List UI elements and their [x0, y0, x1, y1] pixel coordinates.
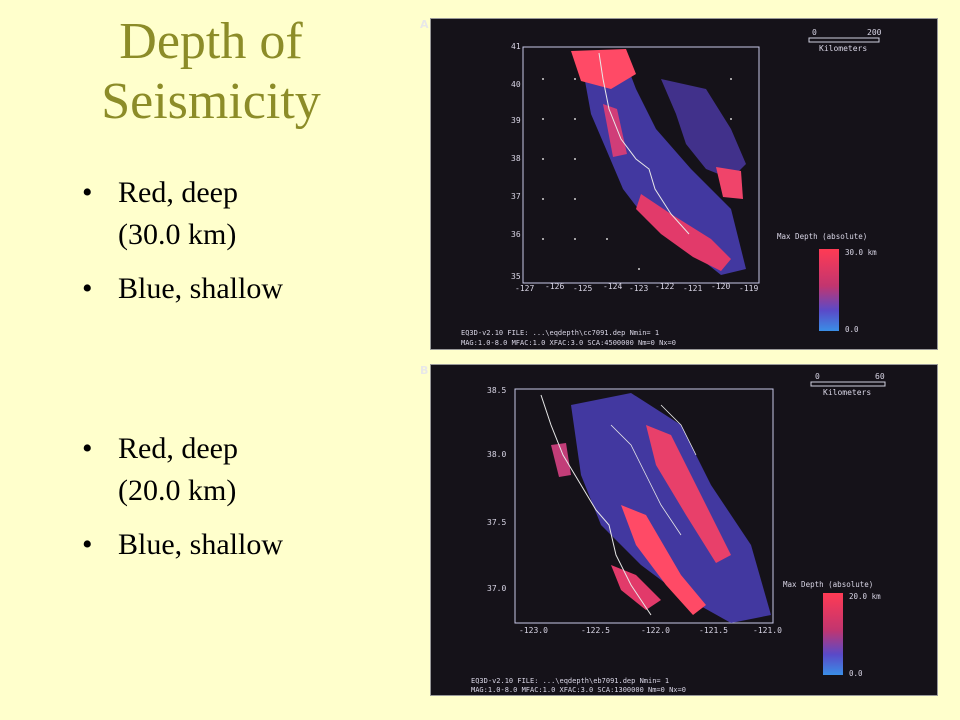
- map-b-deep-zone: [646, 425, 731, 563]
- x-tick-label: -124: [603, 282, 622, 291]
- map-a-deep-zone: [571, 49, 636, 89]
- map-a-grid-dots: [542, 78, 732, 270]
- x-tick-label: -121.5: [699, 626, 728, 635]
- map-a-coastline: [598, 52, 690, 235]
- x-tick-label: -122.0: [641, 626, 670, 635]
- legend-color-bar: [823, 593, 843, 675]
- bullet-text: (20.0 km): [118, 474, 237, 507]
- x-tick-label: -119: [739, 284, 758, 293]
- y-tick-label: 38: [511, 154, 521, 163]
- scale-unit: Kilometers: [823, 388, 871, 397]
- scale-tick: 200: [867, 28, 882, 37]
- title-line-2: Seismicity: [101, 73, 321, 130]
- x-tick-label: -125: [573, 284, 592, 293]
- bullet-text: Blue, shallow: [118, 528, 283, 561]
- x-tick-label: -120: [711, 282, 730, 291]
- map-b-scale-bar: 0 60 Kilometers: [810, 372, 886, 397]
- map-b-coastline: [540, 394, 652, 616]
- bullet-text: (30.0 km): [118, 218, 237, 251]
- y-tick-label: 39: [511, 116, 521, 125]
- bullet-icon: •: [82, 176, 93, 209]
- scale-tick: 0: [815, 372, 820, 381]
- slide-title: Depth of Seismicity: [0, 12, 422, 132]
- seismicity-map-a: 41 40 39 38 37 36 35 -127 -126 -125 -124…: [430, 18, 938, 350]
- panel-a-letter: A: [420, 18, 429, 31]
- y-tick-label: 35: [511, 272, 521, 281]
- x-tick-label: -123.0: [519, 626, 548, 635]
- x-tick-label: -122: [655, 282, 674, 291]
- panel-b-letter: B: [420, 364, 429, 377]
- scale-tick: 0: [812, 28, 817, 37]
- seismicity-map-b: 38.5 38.0 37.5 37.0 -123.0 -122.5 -122.0…: [430, 364, 938, 696]
- map-a-shallow-zone: [581, 55, 746, 275]
- legend-title: Max Depth (absolute): [783, 580, 873, 589]
- legend-max: 30.0 km: [845, 248, 877, 257]
- x-tick-label: -127: [515, 284, 534, 293]
- map-a-frame: [522, 46, 760, 284]
- bullet-icon: •: [82, 528, 93, 561]
- legend-title: Max Depth (absolute): [777, 232, 867, 241]
- x-tick-label: -122.5: [581, 626, 610, 635]
- footer-line: MAG:1.0-8.0 MFAC:1.0 XFAC:3.0 SCA:130000…: [471, 686, 686, 694]
- x-tick-label: -121.0: [753, 626, 782, 635]
- bullet-text: Red, deep: [118, 432, 238, 465]
- map-b-frame: [514, 388, 774, 624]
- y-tick-label: 40: [511, 80, 521, 89]
- y-tick-label: 37.5: [487, 518, 506, 527]
- y-tick-label: 38.5: [487, 386, 506, 395]
- legend-min: 0.0: [849, 669, 863, 678]
- legend-max: 20.0 km: [849, 592, 881, 601]
- map-b-graphic: 38.5 38.0 37.5 37.0 -123.0 -122.5 -122.0…: [471, 372, 886, 694]
- footer-line: EQ3D-v2.10 FILE: ...\eqdepth\eb7091.dep …: [471, 677, 669, 685]
- bullet-text: Red, deep: [118, 176, 238, 209]
- x-tick-label: -126: [545, 282, 564, 291]
- map-a-scale-bar: 0 200 Kilometers: [808, 28, 882, 53]
- y-tick-label: 37: [511, 192, 521, 201]
- footer-line: MAG:1.0-8.0 MFAC:1.0 XFAC:3.0 SCA:450000…: [461, 339, 676, 347]
- title-line-1: Depth of: [119, 13, 303, 70]
- legend-color-bar: [819, 249, 839, 331]
- scale-tick: 60: [875, 372, 885, 381]
- bullet-text: Blue, shallow: [118, 272, 283, 305]
- y-tick-label: 36: [511, 230, 521, 239]
- footer-line: EQ3D-v2.10 FILE: ...\eqdepth\cc7091.dep …: [461, 329, 659, 337]
- bullet-icon: •: [82, 272, 93, 305]
- x-tick-label: -123: [629, 284, 648, 293]
- map-b-shallow-zone: [571, 393, 771, 623]
- y-tick-label: 38.0: [487, 450, 506, 459]
- map-a-graphic: 41 40 39 38 37 36 35 -127 -126 -125 -124…: [461, 28, 882, 347]
- bullet-icon: •: [82, 432, 93, 465]
- y-tick-label: 37.0: [487, 584, 506, 593]
- scale-unit: Kilometers: [819, 44, 867, 53]
- legend-min: 0.0: [845, 325, 859, 334]
- y-tick-label: 41: [511, 42, 521, 51]
- x-tick-label: -121: [683, 284, 702, 293]
